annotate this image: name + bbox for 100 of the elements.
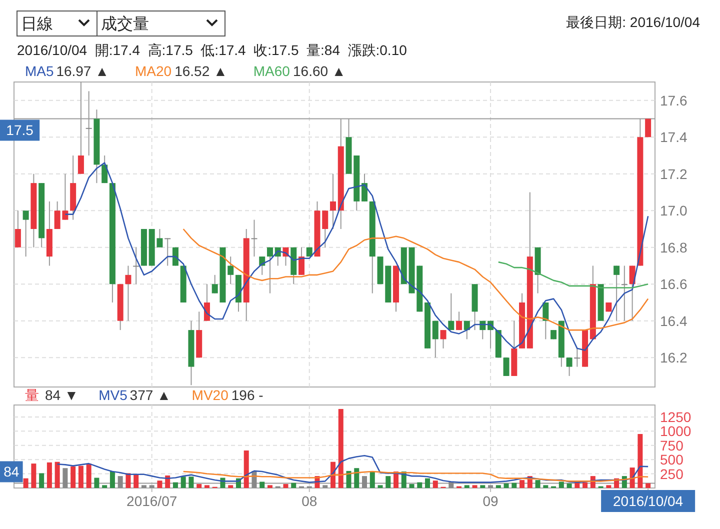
ref-line-label: 17.5 bbox=[6, 122, 34, 138]
y-tick-label: 1000 bbox=[660, 423, 692, 440]
text: MA60 bbox=[253, 63, 290, 79]
candlestick bbox=[14, 210, 21, 248]
y-tick-label: 17.6 bbox=[660, 92, 688, 108]
candlestick bbox=[228, 256, 234, 285]
bar bbox=[606, 485, 612, 488]
y-tick-label: 250 bbox=[660, 466, 684, 482]
y-tick-label: 16.2 bbox=[660, 350, 688, 366]
candlestick bbox=[125, 265, 132, 322]
candlestick bbox=[322, 210, 328, 248]
y-tick-label: 17.4 bbox=[660, 129, 688, 146]
bar bbox=[31, 464, 36, 488]
bar bbox=[322, 485, 328, 488]
candlestick bbox=[298, 246, 304, 276]
text: 196 - bbox=[231, 387, 264, 403]
bar bbox=[346, 470, 352, 488]
text: 377 ▲ bbox=[130, 387, 171, 403]
bar bbox=[62, 468, 68, 488]
bar bbox=[126, 473, 131, 488]
bar bbox=[362, 476, 368, 488]
y-tick-label: 750 bbox=[660, 437, 684, 454]
candlestick bbox=[251, 219, 258, 258]
text: 84 ▼ bbox=[45, 387, 78, 403]
bar bbox=[417, 482, 422, 488]
bar bbox=[102, 485, 108, 488]
bar bbox=[425, 478, 430, 488]
bar bbox=[188, 476, 194, 488]
candlestick bbox=[566, 357, 572, 376]
bar bbox=[78, 466, 84, 488]
bar bbox=[409, 484, 414, 488]
text: MV5 bbox=[98, 387, 128, 403]
bar bbox=[110, 472, 115, 488]
candlestick bbox=[266, 246, 273, 294]
bar bbox=[488, 485, 494, 488]
bar bbox=[86, 464, 92, 488]
bar bbox=[196, 484, 202, 488]
bar bbox=[228, 485, 234, 488]
candlestick bbox=[22, 210, 29, 258]
bar bbox=[504, 483, 509, 488]
candlestick bbox=[164, 238, 171, 266]
bar bbox=[118, 476, 123, 488]
text: 最後日期: 2016/10/04 bbox=[566, 14, 700, 30]
y-tick-label: 500 bbox=[660, 452, 684, 468]
bar bbox=[260, 482, 265, 488]
candlestick bbox=[614, 265, 620, 322]
y-tick-label: 16.4 bbox=[660, 312, 688, 329]
bar bbox=[386, 476, 391, 488]
bar bbox=[46, 462, 52, 488]
bar bbox=[54, 462, 60, 488]
bar bbox=[94, 478, 100, 488]
bar bbox=[638, 434, 643, 488]
bar bbox=[480, 485, 486, 488]
text: 2016/10/04 開:17.4 高:17.5 低:17.4 收:17.5 量:84 漲跌:0.10 bbox=[17, 42, 408, 58]
bar bbox=[354, 468, 360, 488]
text: MV20 bbox=[192, 387, 229, 403]
candlestick bbox=[629, 265, 636, 322]
text: 16.60 ▲ bbox=[293, 63, 346, 79]
bar bbox=[535, 480, 540, 488]
bar bbox=[370, 472, 375, 488]
bar bbox=[244, 450, 249, 488]
candlestick bbox=[621, 265, 628, 322]
bar bbox=[566, 483, 572, 488]
bar bbox=[157, 480, 162, 488]
text: 日線 bbox=[21, 16, 53, 33]
bar bbox=[23, 478, 28, 488]
line-series bbox=[182, 228, 649, 331]
candlestick bbox=[503, 357, 510, 376]
ref-line-label: 84 bbox=[4, 464, 20, 480]
bar bbox=[432, 480, 438, 488]
line-series bbox=[498, 261, 649, 288]
text: 16.52 ▲ bbox=[174, 63, 228, 79]
candlestick bbox=[542, 302, 549, 340]
bar bbox=[283, 484, 288, 488]
bar bbox=[472, 485, 478, 488]
line-series bbox=[182, 470, 649, 482]
bar bbox=[520, 480, 525, 488]
candlestick bbox=[574, 348, 580, 368]
candlestick bbox=[102, 154, 108, 184]
x-tick-label: 09 bbox=[482, 493, 499, 509]
bar bbox=[646, 483, 651, 488]
bar bbox=[180, 476, 186, 488]
candlestick bbox=[448, 292, 454, 331]
bar bbox=[464, 485, 470, 488]
candlestick bbox=[362, 173, 368, 202]
candlestick bbox=[456, 311, 462, 331]
y-tick-label: 1250 bbox=[660, 408, 692, 425]
bar bbox=[267, 485, 272, 488]
text: 16.97 ▲ bbox=[56, 63, 109, 79]
bar bbox=[543, 485, 548, 488]
candlestick bbox=[133, 246, 140, 285]
bar bbox=[512, 482, 517, 488]
bar bbox=[204, 485, 210, 488]
text: MA5 bbox=[25, 63, 54, 79]
bar bbox=[70, 466, 76, 488]
bar bbox=[496, 485, 501, 488]
bar bbox=[141, 485, 146, 488]
bar bbox=[582, 482, 588, 488]
x-tick-label: 08 bbox=[302, 493, 318, 509]
line-series bbox=[56, 454, 649, 483]
